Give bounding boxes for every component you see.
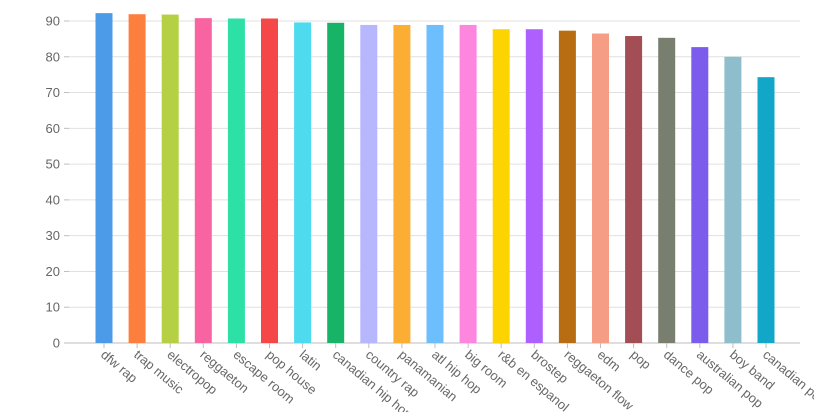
bar [757,77,775,343]
bar [194,18,212,343]
bar [227,18,245,344]
y-tick-label: 70 [46,85,60,100]
x-tick-label: pop [628,347,654,372]
bar [95,13,113,344]
x-tick-label: dfw rap [98,347,140,386]
y-tick-label: 20 [46,264,60,279]
y-tick-label: 80 [46,49,60,64]
y-tick-label: 40 [46,192,60,207]
bar [161,14,179,344]
y-tick-label: 50 [46,157,60,172]
bar [525,29,543,344]
bars [95,13,775,344]
y-tick-label: 0 [53,336,60,351]
bar [459,24,477,344]
bar [492,29,510,344]
bar [592,33,609,344]
bar [724,56,742,344]
bar [625,36,643,343]
bar [393,24,411,344]
y-tick-label: 10 [46,300,60,315]
bar [327,22,345,344]
bar [261,18,278,344]
y-axis: 0 10 20 30 40 50 60 70 80 90 [46,14,69,351]
bar [691,47,709,344]
bar [658,37,676,344]
y-tick-label: 60 [46,121,60,136]
bar [294,22,312,343]
bar [558,30,576,343]
y-tick-label: 90 [46,14,60,29]
bar [128,14,146,344]
y-tick-label: 30 [46,228,60,243]
bar [360,24,378,344]
bar [426,24,444,344]
